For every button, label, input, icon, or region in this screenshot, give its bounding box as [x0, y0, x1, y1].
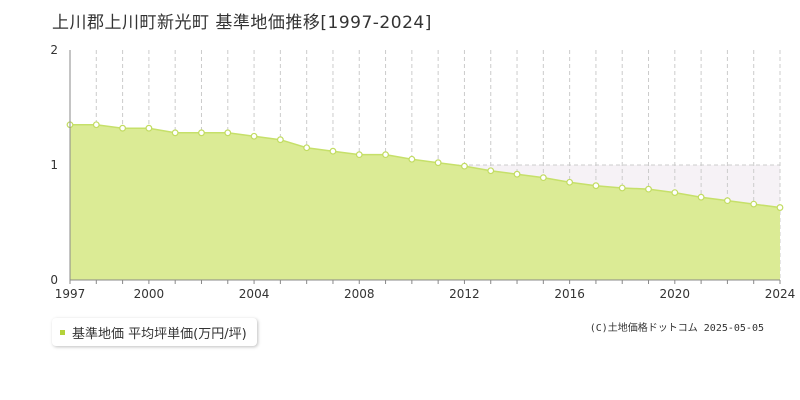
- data-point: [329, 147, 337, 155]
- data-point: [513, 170, 521, 178]
- x-tick-label: 2008: [344, 287, 375, 301]
- line-series: [70, 124, 781, 209]
- y-tick-label: 2: [50, 43, 58, 57]
- data-point: [119, 124, 126, 132]
- data-point: [145, 124, 153, 132]
- data-point: [671, 189, 679, 197]
- data-point: [461, 162, 468, 170]
- data-point: [171, 129, 179, 137]
- axes: [69, 50, 781, 284]
- legend: 基準地価 平均坪単価(万円/坪): [52, 318, 257, 346]
- data-point: [434, 159, 442, 167]
- y-tick-label: 0: [50, 273, 58, 287]
- chart-title: 上川郡上川町新光町 基準地価推移[1997-2024]: [52, 13, 432, 33]
- data-point: [618, 184, 626, 192]
- data-point: [487, 167, 495, 175]
- x-tick-label: 2004: [239, 287, 270, 301]
- data-point: [724, 197, 731, 205]
- data-point: [355, 151, 363, 159]
- data-point: [645, 185, 652, 193]
- data-point: [303, 144, 311, 152]
- tick-labels: 1997 2000 2004 2008 2012 2016 2020 2024 0 1 2: [50, 43, 795, 301]
- legend-label: 基準地価 平均坪単価(万円/坪): [72, 326, 247, 342]
- x-tick-label: 2020: [660, 287, 691, 301]
- area-series: [70, 124, 780, 280]
- data-point: [776, 204, 784, 211]
- data-point: [539, 174, 547, 182]
- data-point: [92, 121, 100, 129]
- data-points: [66, 121, 784, 211]
- credit-text: (C)土地価格ドットコム 2025-05-05: [589, 323, 764, 334]
- y-tick-label: 1: [50, 158, 58, 172]
- data-point: [592, 182, 600, 190]
- data-point: [566, 178, 574, 186]
- data-point: [408, 155, 416, 163]
- data-point: [250, 132, 258, 140]
- x-tick-label: 2012: [449, 287, 480, 301]
- data-point: [276, 136, 284, 144]
- legend-swatch: [60, 329, 65, 335]
- x-tick-label: 1997: [55, 287, 86, 301]
- x-tick-label: 2000: [134, 287, 165, 301]
- data-point: [224, 129, 232, 137]
- data-point: [198, 129, 205, 137]
- x-tick-label: 2016: [554, 287, 585, 301]
- data-point: [697, 193, 705, 201]
- data-point: [750, 200, 758, 208]
- data-point: [382, 151, 389, 159]
- x-tick-label: 2024: [765, 287, 796, 301]
